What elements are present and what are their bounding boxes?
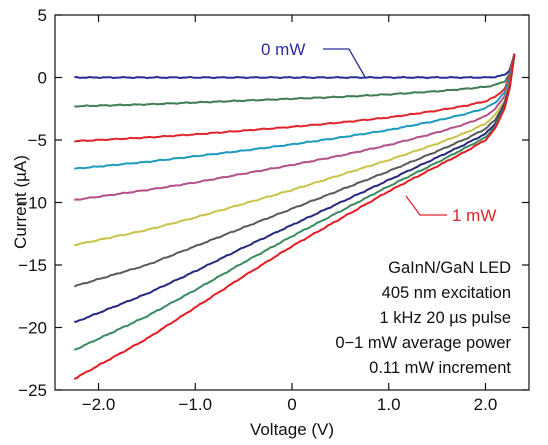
y-tick-label: −20 (18, 319, 47, 338)
y-tick-label: 5 (38, 6, 47, 25)
series-line (74, 53, 516, 170)
y-axis-title: Current (µA) (11, 155, 30, 249)
note-line: 0−1 mW average power (335, 334, 511, 352)
data-series (73, 53, 516, 380)
y-tick-label: 0 (38, 69, 47, 88)
series-line (74, 53, 516, 108)
series-annotations: 0 mW 1 mW (261, 40, 496, 225)
experiment-note: GaInN/GaN LED 405 nm excitation 1 kHz 20… (335, 259, 511, 377)
annotation-1mw-leader (405, 195, 447, 216)
series-line (73, 53, 516, 288)
annotation-1mw: 1 mW (452, 206, 496, 225)
y-tick-label: −25 (18, 381, 47, 400)
x-tick-label: −1.0 (178, 395, 212, 414)
note-line: 405 nm excitation (382, 284, 511, 302)
x-tick-label: −2.0 (82, 395, 116, 414)
x-tick-label: 2.0 (474, 395, 498, 414)
x-tick-label: 0 (287, 395, 296, 414)
x-axis-title: Voltage (V) (250, 420, 334, 439)
series-line (73, 53, 516, 351)
series-line (74, 53, 516, 143)
y-tick-label: −5 (28, 131, 47, 150)
series-line (74, 53, 516, 323)
note-line: 1 kHz 20 µs pulse (380, 309, 511, 327)
series-line (74, 53, 516, 201)
y-tick-label: −15 (18, 256, 47, 275)
series-line (73, 53, 516, 380)
note-line: 0.11 mW increment (369, 359, 511, 377)
x-tick-label: 1.0 (377, 395, 401, 414)
series-line (74, 53, 516, 80)
series-line (74, 53, 516, 247)
note-line: GaInN/GaN LED (388, 259, 511, 277)
axis-ticks: −2.0 −1.0 0 1.0 2.0 5 0 −5 −10 −15 −20 −25 (18, 6, 529, 414)
annotation-0mw: 0 mW (261, 40, 305, 59)
y-tick-label: −10 (18, 194, 47, 213)
annotation-0mw-leader (323, 48, 366, 78)
